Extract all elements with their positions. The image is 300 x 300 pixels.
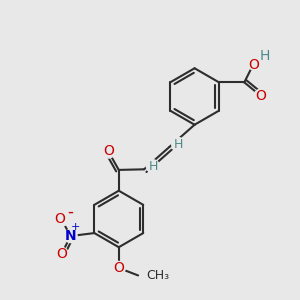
Text: O: O [55,212,66,226]
Circle shape [64,230,77,243]
Circle shape [247,56,260,70]
Text: O: O [103,145,114,158]
Circle shape [254,89,267,102]
Text: CH₃: CH₃ [146,269,170,282]
Text: O: O [56,247,67,261]
Text: H: H [149,160,158,173]
Text: +: + [71,222,81,232]
Circle shape [172,137,185,151]
Text: H: H [259,49,270,63]
Text: O: O [248,58,259,71]
Text: O: O [113,261,124,275]
Circle shape [112,262,125,275]
Text: H: H [174,138,184,151]
Circle shape [55,247,68,260]
Circle shape [55,213,68,226]
Text: O: O [255,89,266,103]
Text: N: N [65,229,76,243]
Text: -: - [67,202,73,220]
Circle shape [102,145,115,158]
Circle shape [146,160,160,173]
